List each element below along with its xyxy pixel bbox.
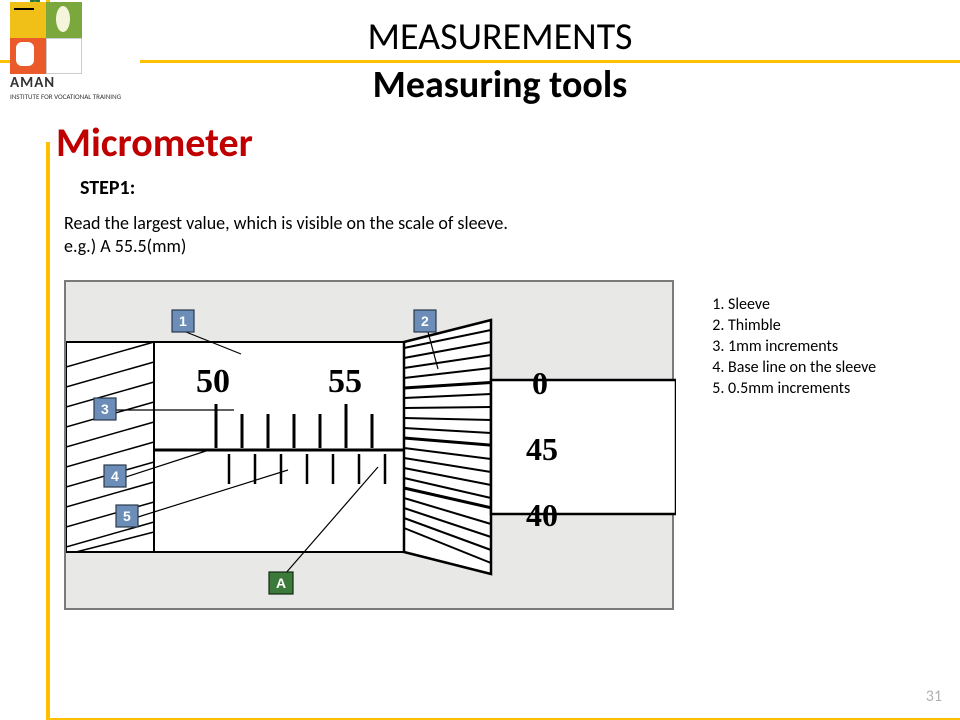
step-line-2: e.g.) A 55.5(mm) xyxy=(64,235,186,257)
legend: Sleeve Thimble 1mm increments Base line … xyxy=(698,294,876,399)
legend-item: 1mm increments xyxy=(728,336,876,357)
micrometer-diagram: 50 55 xyxy=(64,280,674,610)
page-number: 31 xyxy=(926,687,942,706)
svg-text:3: 3 xyxy=(101,401,109,417)
legend-item: Thimble xyxy=(728,315,876,336)
svg-text:50: 50 xyxy=(196,363,230,400)
svg-text:55: 55 xyxy=(328,363,362,400)
svg-text:2: 2 xyxy=(421,313,429,329)
diagram-svg: 50 55 xyxy=(66,282,676,612)
page-title-2: Measuring tools xyxy=(50,62,950,108)
step-label: STEP1: xyxy=(80,176,135,200)
page-title-1: MEASUREMENTS xyxy=(50,14,950,60)
a-marker: A xyxy=(276,575,286,591)
svg-text:4: 4 xyxy=(111,468,119,484)
legend-item: Sleeve xyxy=(728,294,876,315)
thimble-label-40: 40 xyxy=(526,497,558,533)
step-body: Read the largest value, which is visible… xyxy=(64,212,508,257)
section-title: Micrometer xyxy=(56,118,253,167)
step-line-1: Read the largest value, which is visible… xyxy=(64,212,508,234)
svg-text:1: 1 xyxy=(179,313,187,329)
legend-item: 0.5mm increments xyxy=(728,378,876,399)
legend-item: Base line on the sleeve xyxy=(728,357,876,378)
svg-text:5: 5 xyxy=(123,508,131,524)
logo-tile-1 xyxy=(10,2,46,38)
thimble-label-45: 45 xyxy=(526,431,558,467)
logo-tile-3 xyxy=(10,38,46,74)
thimble-label-0: 0 xyxy=(532,365,548,401)
